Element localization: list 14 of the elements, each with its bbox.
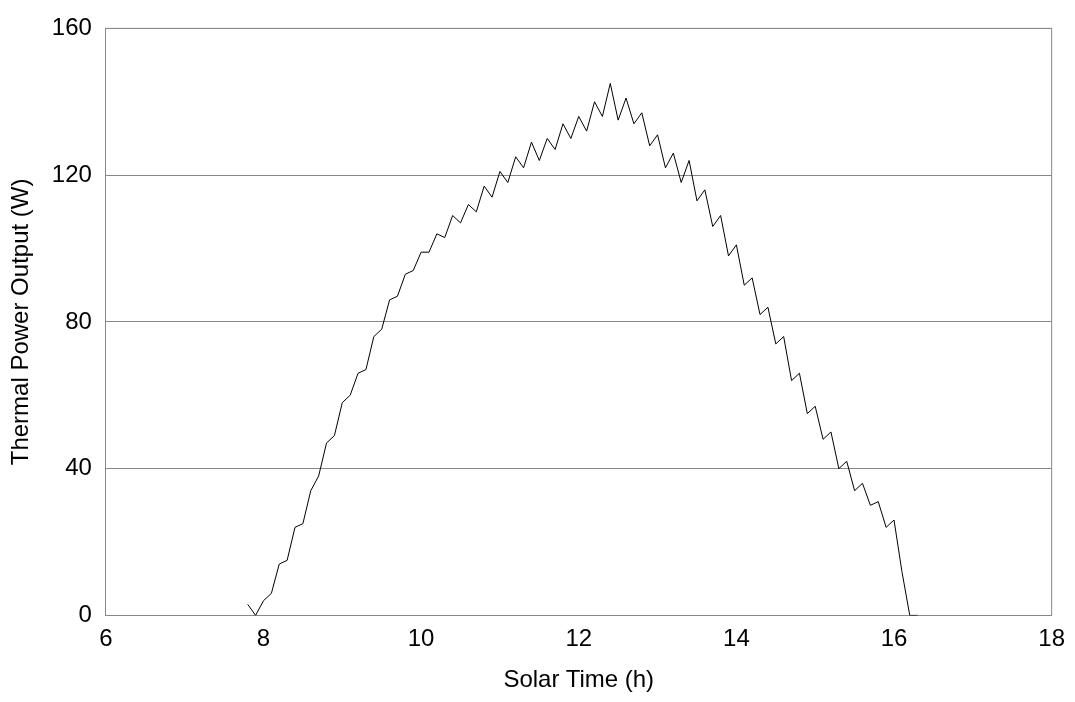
x-tick-label: 8 [256,624,271,652]
x-tick-label: 10 [407,624,435,652]
y-axis-title: Thermal Power Output (W) [6,178,34,466]
x-tick-label: 6 [99,624,113,652]
x-tick-label: 16 [880,624,908,652]
y-tick-label: 0 [78,600,92,628]
y-tick-label: 80 [65,306,92,334]
y-tick-label: 120 [51,159,92,187]
x-tick-label: 18 [1038,624,1065,652]
x-axis-title: Solar Time (h) [503,665,655,693]
x-tick-label: 14 [723,624,750,652]
y-tick-label: 160 [51,13,92,41]
y-tick-label: 40 [65,453,92,481]
x-tick-label: 12 [565,624,593,652]
